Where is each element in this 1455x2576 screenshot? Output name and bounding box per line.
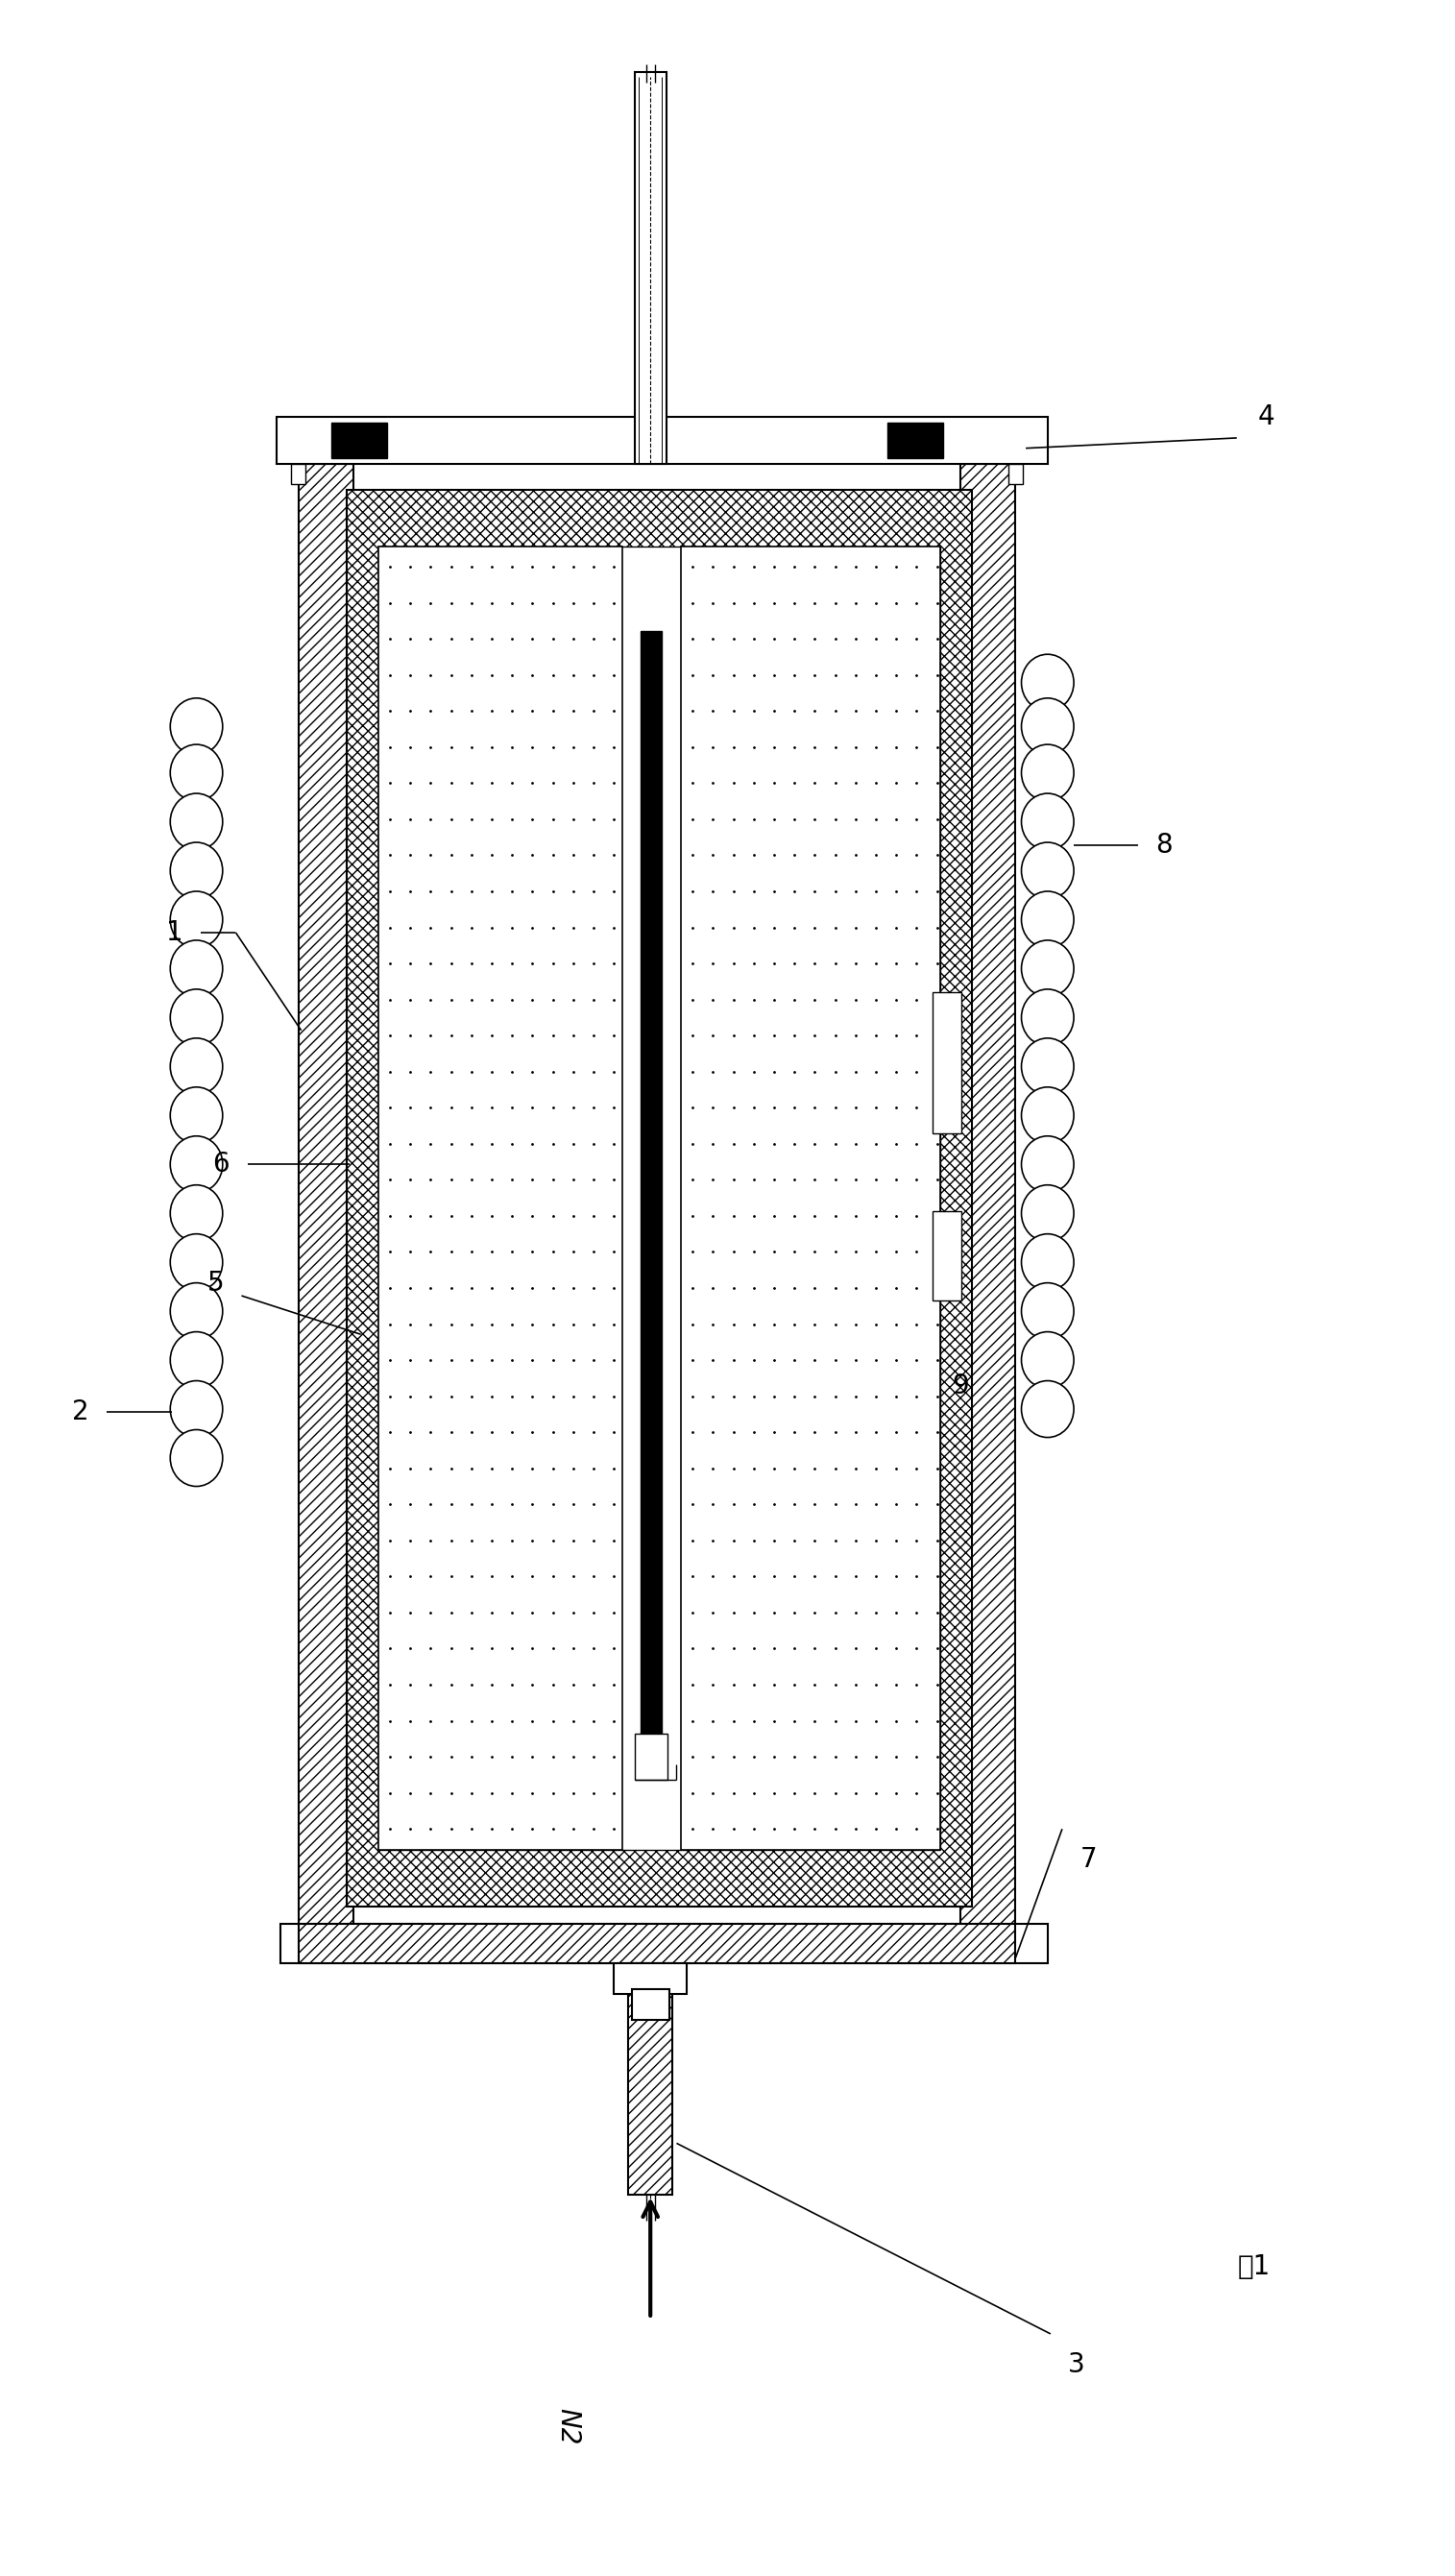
Ellipse shape [1021,1185,1074,1242]
Ellipse shape [170,698,223,755]
Bar [378,546,940,1850]
Ellipse shape [170,1430,223,1486]
Bar [933,992,962,1133]
Ellipse shape [1021,793,1074,850]
Bar [298,464,354,1958]
Ellipse shape [1021,1087,1074,1144]
Ellipse shape [1021,744,1074,801]
Text: 5: 5 [207,1270,224,1296]
Bar [346,489,972,1906]
Bar [1008,464,1023,484]
Text: 8: 8 [1155,832,1173,858]
Ellipse shape [170,744,223,801]
Bar [378,546,623,1850]
Bar [933,1211,962,1301]
Ellipse shape [170,989,223,1046]
Bar [614,1963,687,1994]
Bar [291,464,306,484]
Ellipse shape [170,1038,223,1095]
Bar [298,1924,1016,1963]
Bar [634,72,666,464]
Ellipse shape [1021,1283,1074,1340]
Text: 1: 1 [166,920,183,945]
Text: 图1: 图1 [1238,2254,1270,2280]
Text: 2: 2 [71,1399,89,1425]
Ellipse shape [1021,698,1074,755]
Ellipse shape [1021,1332,1074,1388]
Text: 7: 7 [1080,1847,1097,1873]
Ellipse shape [170,1087,223,1144]
Ellipse shape [1021,1136,1074,1193]
Ellipse shape [1021,654,1074,711]
Text: 6: 6 [212,1151,230,1177]
Bar [681,546,940,1850]
Ellipse shape [170,793,223,850]
Bar [276,417,1048,464]
Ellipse shape [1021,842,1074,899]
Ellipse shape [1021,1381,1074,1437]
Text: 4: 4 [1257,404,1275,430]
Ellipse shape [1021,891,1074,948]
Ellipse shape [170,1234,223,1291]
Ellipse shape [170,1185,223,1242]
Ellipse shape [170,940,223,997]
Bar [629,1963,672,2195]
Text: 3: 3 [1068,2352,1085,2378]
Bar [281,1924,1048,1963]
Bar [332,422,387,459]
Bar [640,631,662,1739]
Bar [888,422,943,459]
Ellipse shape [170,891,223,948]
Bar [960,464,1016,1958]
Ellipse shape [170,1381,223,1437]
Ellipse shape [170,1283,223,1340]
Ellipse shape [1021,989,1074,1046]
Ellipse shape [170,1136,223,1193]
Ellipse shape [1021,1038,1074,1095]
Text: N2: N2 [554,2409,581,2445]
Ellipse shape [1021,1234,1074,1291]
Bar [631,1989,669,2020]
Bar [634,1734,668,1780]
Text: 9: 9 [952,1373,969,1399]
Ellipse shape [170,1332,223,1388]
Ellipse shape [1021,940,1074,997]
Ellipse shape [170,842,223,899]
